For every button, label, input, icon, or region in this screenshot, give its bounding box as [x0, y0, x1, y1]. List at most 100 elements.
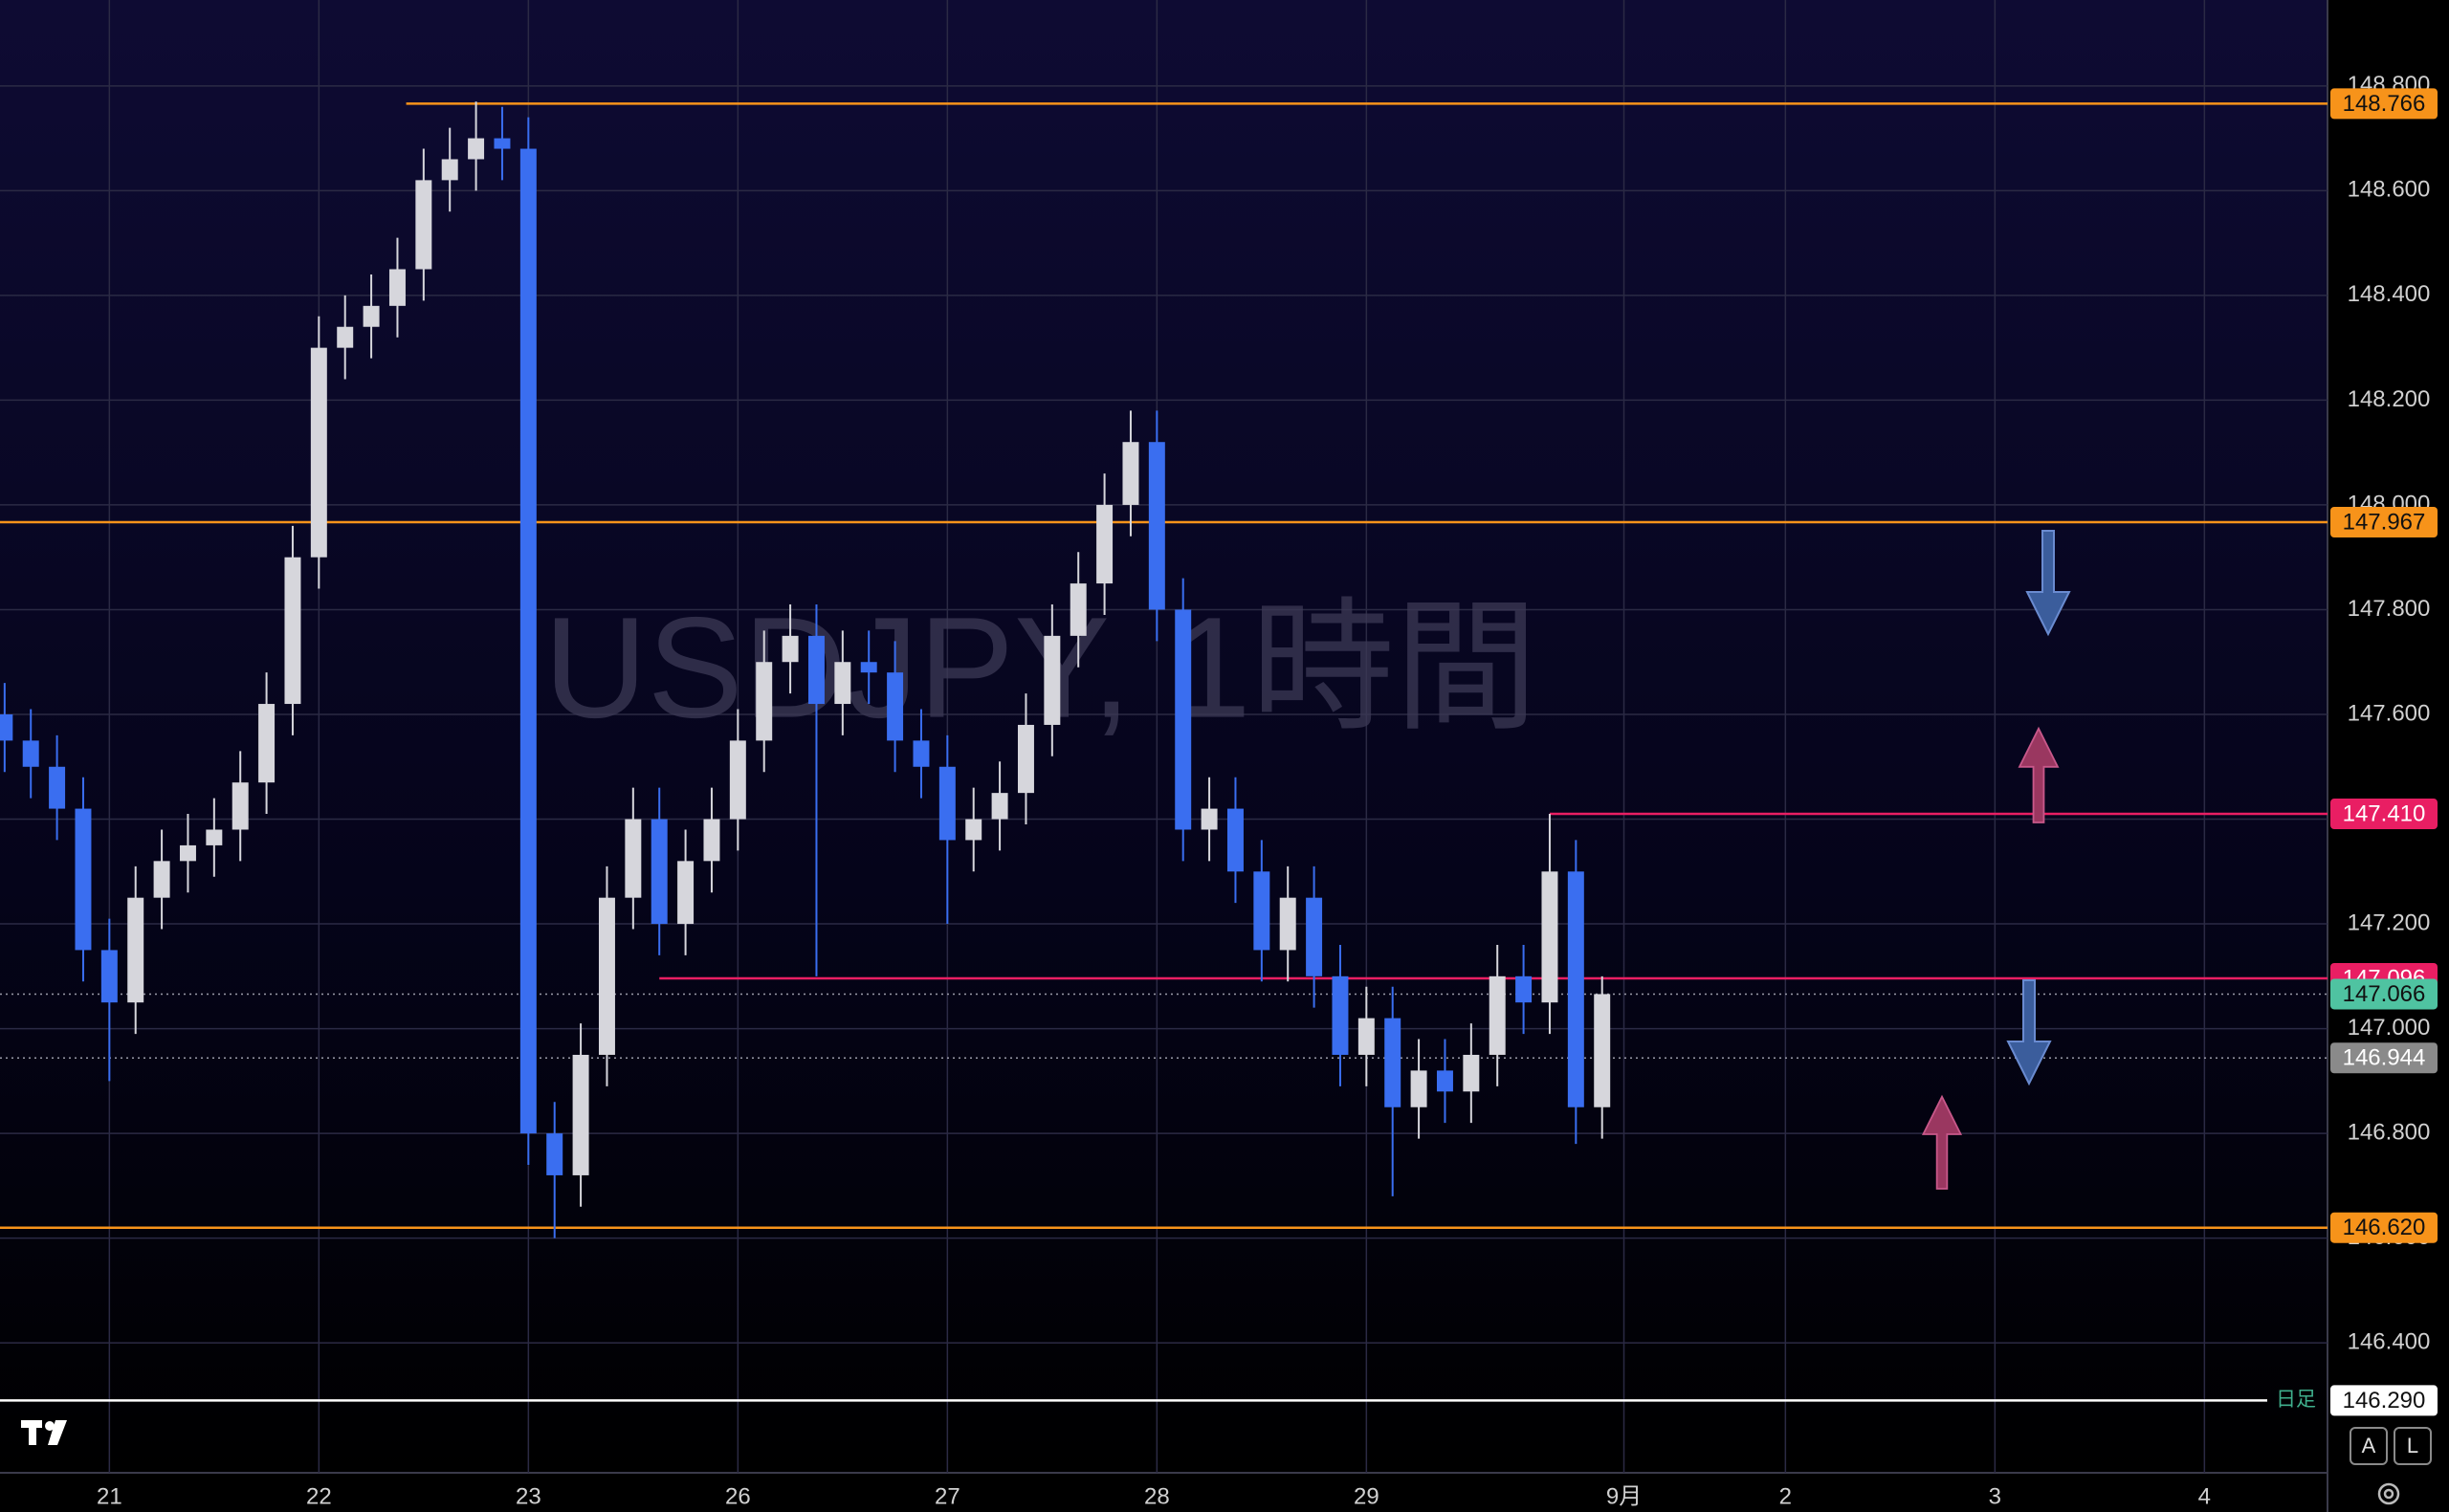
price-label-box [2330, 978, 2438, 1010]
candle-body [1017, 724, 1034, 794]
y-tick-label: 148.200 [2348, 386, 2431, 412]
candle-body [75, 808, 92, 951]
candle-body [310, 347, 327, 558]
price-label-box [2330, 1385, 2438, 1416]
y-tick-label: 147.200 [2348, 909, 2431, 935]
candles [0, 101, 1611, 1238]
toggle-button-label: A [2362, 1434, 2376, 1457]
price-label-box [2330, 1212, 2438, 1243]
watermark-title: USDJPY, 1時間 [543, 587, 1537, 748]
candle-body [232, 782, 249, 830]
toggle-button[interactable] [2394, 1427, 2432, 1465]
price-label-box [2330, 507, 2438, 538]
candle-body [1594, 994, 1611, 1107]
candle-body [363, 305, 380, 327]
candle-body [1436, 1070, 1453, 1092]
y-tick-label: 147.600 [2348, 700, 2431, 726]
candle-body [388, 269, 406, 306]
y-tick-label: 146.400 [2348, 1329, 2431, 1355]
x-tick-label: 29 [1354, 1483, 1379, 1509]
candle-body [1122, 442, 1139, 505]
candle-body [1175, 609, 1192, 830]
x-tick-label: 4 [2198, 1483, 2211, 1509]
candle-body [1306, 897, 1323, 976]
candle-body [938, 766, 956, 841]
candle-body [49, 766, 66, 809]
toggle-button[interactable] [2350, 1427, 2388, 1465]
x-tick-label: 23 [516, 1483, 541, 1509]
y-tick-label: 147.000 [2348, 1015, 2431, 1041]
candle-body [887, 672, 904, 741]
x-tick-label: 26 [725, 1483, 751, 1509]
candle-body [206, 829, 223, 845]
candle-body [782, 635, 799, 663]
candle-body [756, 662, 773, 741]
candle-body [1253, 871, 1270, 951]
x-tick-label: 21 [97, 1483, 122, 1509]
logo [21, 1420, 67, 1445]
candle-body [127, 897, 144, 1003]
price-label: 147.967 [2343, 509, 2426, 535]
candle-body [258, 704, 276, 783]
candle-body [1226, 808, 1244, 872]
candle-body [1279, 897, 1296, 951]
candle-body [834, 662, 851, 705]
candle-body [1148, 442, 1165, 610]
price-label: 146.290 [2343, 1388, 2426, 1413]
candle-body [494, 138, 511, 149]
candle-body [1201, 808, 1218, 830]
candle-body [965, 819, 982, 841]
price-label-box [2330, 1042, 2438, 1074]
candle-body [913, 740, 930, 767]
y-tick-label: 146.800 [2348, 1119, 2431, 1145]
candle-body [703, 819, 720, 862]
toggle-button-label: L [2407, 1434, 2418, 1457]
candle-body [415, 180, 432, 270]
x-tick-label: 2 [1779, 1483, 1792, 1509]
x-tick-label: 28 [1144, 1483, 1170, 1509]
candle-body [1567, 871, 1584, 1107]
candle-body [1357, 1018, 1375, 1055]
candle-body [519, 148, 537, 1134]
level-tag: 日足 [2276, 1389, 2316, 1411]
price-label: 147.410 [2343, 800, 2426, 826]
candle-body [1044, 635, 1061, 725]
candle-body [1489, 975, 1506, 1055]
candle-body [860, 662, 877, 673]
candle-body [729, 740, 746, 820]
candle-body [1515, 975, 1533, 1003]
candle-body [1070, 583, 1087, 636]
settings-icon[interactable] [2377, 1482, 2400, 1505]
candle-body [0, 713, 13, 741]
candle-body [1332, 975, 1349, 1055]
candle-body [677, 861, 695, 925]
price-label-box [2330, 799, 2438, 830]
candle-body [22, 740, 39, 767]
candle-body [1410, 1070, 1427, 1107]
candle-body [807, 635, 825, 705]
price-label: 146.944 [2343, 1045, 2426, 1071]
candle-body [153, 861, 170, 898]
x-tick-label: 27 [935, 1483, 960, 1509]
candle-body [284, 557, 301, 705]
candle-body [441, 159, 458, 181]
price-label: 146.620 [2343, 1215, 2426, 1240]
candle-body [598, 897, 615, 1055]
candle-body [1463, 1054, 1480, 1092]
candle-body [546, 1133, 563, 1175]
time-axis-background [0, 1473, 2328, 1512]
candle-body [468, 138, 485, 160]
price-label-box [2330, 88, 2438, 120]
candle-body [179, 844, 196, 862]
x-tick-label: 22 [306, 1483, 332, 1509]
x-tick-label: 3 [1989, 1483, 2001, 1509]
y-tick-label: 147.800 [2348, 596, 2431, 622]
candle-body [1096, 504, 1114, 584]
candle-body [651, 819, 668, 925]
candle-body [1384, 1018, 1401, 1107]
candle-body [991, 793, 1008, 820]
candle-body [625, 819, 642, 898]
candle-body [1541, 871, 1558, 1003]
